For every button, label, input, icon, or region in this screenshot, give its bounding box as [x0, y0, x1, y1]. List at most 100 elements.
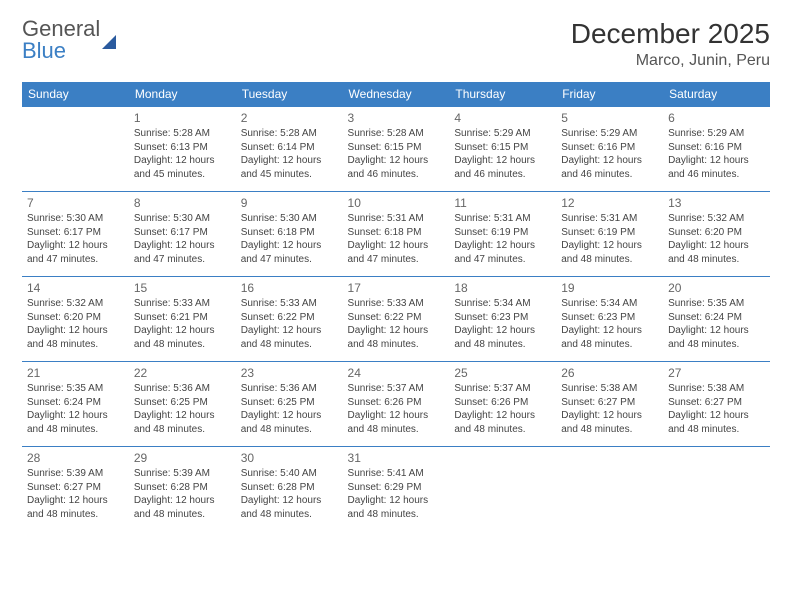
sunrise: Sunrise: 5:30 AM	[27, 212, 124, 226]
day-number: 10	[348, 195, 445, 211]
calendar-day: 6Sunrise: 5:29 AMSunset: 6:16 PMDaylight…	[663, 107, 770, 192]
day-number: 1	[134, 110, 231, 126]
calendar-week: 1Sunrise: 5:28 AMSunset: 6:13 PMDaylight…	[22, 107, 770, 192]
daylight-2: and 46 minutes.	[668, 168, 765, 182]
sunset: Sunset: 6:16 PM	[668, 141, 765, 155]
calendar-day: 26Sunrise: 5:38 AMSunset: 6:27 PMDayligh…	[556, 362, 663, 447]
calendar-table: SundayMondayTuesdayWednesdayThursdayFrid…	[22, 82, 770, 532]
calendar-week: 7Sunrise: 5:30 AMSunset: 6:17 PMDaylight…	[22, 192, 770, 277]
sunrise: Sunrise: 5:30 AM	[134, 212, 231, 226]
daylight-1: Daylight: 12 hours	[27, 494, 124, 508]
day-number: 22	[134, 365, 231, 381]
weekday-header: Tuesday	[236, 82, 343, 107]
daylight-2: and 48 minutes.	[561, 253, 658, 267]
day-number: 16	[241, 280, 338, 296]
sunset: Sunset: 6:22 PM	[241, 311, 338, 325]
sunset: Sunset: 6:19 PM	[561, 226, 658, 240]
calendar-day: 3Sunrise: 5:28 AMSunset: 6:15 PMDaylight…	[343, 107, 450, 192]
calendar-day: 28Sunrise: 5:39 AMSunset: 6:27 PMDayligh…	[22, 447, 129, 532]
sunset: Sunset: 6:26 PM	[348, 396, 445, 410]
calendar-head: SundayMondayTuesdayWednesdayThursdayFrid…	[22, 82, 770, 107]
weekday-header: Friday	[556, 82, 663, 107]
sunset: Sunset: 6:17 PM	[27, 226, 124, 240]
sunrise: Sunrise: 5:35 AM	[668, 297, 765, 311]
title-block: December 2025 Marco, Junin, Peru	[571, 18, 770, 70]
sunset: Sunset: 6:20 PM	[27, 311, 124, 325]
calendar-day: 9Sunrise: 5:30 AMSunset: 6:18 PMDaylight…	[236, 192, 343, 277]
sunrise: Sunrise: 5:40 AM	[241, 467, 338, 481]
daylight-2: and 48 minutes.	[348, 338, 445, 352]
calendar-day: 15Sunrise: 5:33 AMSunset: 6:21 PMDayligh…	[129, 277, 236, 362]
daylight-1: Daylight: 12 hours	[454, 324, 551, 338]
sunrise: Sunrise: 5:32 AM	[27, 297, 124, 311]
daylight-2: and 47 minutes.	[241, 253, 338, 267]
daylight-1: Daylight: 12 hours	[348, 409, 445, 423]
daylight-2: and 48 minutes.	[561, 423, 658, 437]
daylight-1: Daylight: 12 hours	[241, 409, 338, 423]
daylight-1: Daylight: 12 hours	[134, 494, 231, 508]
calendar-day: 30Sunrise: 5:40 AMSunset: 6:28 PMDayligh…	[236, 447, 343, 532]
calendar-empty	[449, 447, 556, 532]
day-number: 19	[561, 280, 658, 296]
sunrise: Sunrise: 5:29 AM	[454, 127, 551, 141]
daylight-1: Daylight: 12 hours	[134, 409, 231, 423]
daylight-1: Daylight: 12 hours	[561, 409, 658, 423]
calendar-day: 12Sunrise: 5:31 AMSunset: 6:19 PMDayligh…	[556, 192, 663, 277]
calendar-empty	[663, 447, 770, 532]
daylight-1: Daylight: 12 hours	[668, 154, 765, 168]
calendar-week: 28Sunrise: 5:39 AMSunset: 6:27 PMDayligh…	[22, 447, 770, 532]
day-number: 25	[454, 365, 551, 381]
calendar-day: 17Sunrise: 5:33 AMSunset: 6:22 PMDayligh…	[343, 277, 450, 362]
daylight-1: Daylight: 12 hours	[241, 494, 338, 508]
sunrise: Sunrise: 5:31 AM	[348, 212, 445, 226]
sunrise: Sunrise: 5:41 AM	[348, 467, 445, 481]
daylight-2: and 46 minutes.	[561, 168, 658, 182]
calendar-day: 21Sunrise: 5:35 AMSunset: 6:24 PMDayligh…	[22, 362, 129, 447]
sunrise: Sunrise: 5:28 AM	[134, 127, 231, 141]
daylight-2: and 46 minutes.	[348, 168, 445, 182]
calendar-day: 2Sunrise: 5:28 AMSunset: 6:14 PMDaylight…	[236, 107, 343, 192]
calendar-day: 13Sunrise: 5:32 AMSunset: 6:20 PMDayligh…	[663, 192, 770, 277]
daylight-2: and 47 minutes.	[454, 253, 551, 267]
daylight-1: Daylight: 12 hours	[561, 239, 658, 253]
day-number: 15	[134, 280, 231, 296]
sunset: Sunset: 6:29 PM	[348, 481, 445, 495]
day-number: 20	[668, 280, 765, 296]
sunrise: Sunrise: 5:30 AM	[241, 212, 338, 226]
daylight-1: Daylight: 12 hours	[348, 324, 445, 338]
day-number: 18	[454, 280, 551, 296]
sunset: Sunset: 6:24 PM	[27, 396, 124, 410]
day-number: 21	[27, 365, 124, 381]
weekday-header: Thursday	[449, 82, 556, 107]
calendar-day: 14Sunrise: 5:32 AMSunset: 6:20 PMDayligh…	[22, 277, 129, 362]
sunset: Sunset: 6:17 PM	[134, 226, 231, 240]
day-number: 28	[27, 450, 124, 466]
daylight-2: and 48 minutes.	[134, 423, 231, 437]
sunset: Sunset: 6:28 PM	[241, 481, 338, 495]
sunrise: Sunrise: 5:29 AM	[561, 127, 658, 141]
sunset: Sunset: 6:16 PM	[561, 141, 658, 155]
sunrise: Sunrise: 5:29 AM	[668, 127, 765, 141]
daylight-2: and 47 minutes.	[27, 253, 124, 267]
sunrise: Sunrise: 5:33 AM	[134, 297, 231, 311]
sunset: Sunset: 6:23 PM	[454, 311, 551, 325]
sunset: Sunset: 6:25 PM	[241, 396, 338, 410]
daylight-2: and 48 minutes.	[241, 338, 338, 352]
sunrise: Sunrise: 5:37 AM	[454, 382, 551, 396]
header: General Blue December 2025 Marco, Junin,…	[22, 18, 770, 70]
sunset: Sunset: 6:24 PM	[668, 311, 765, 325]
daylight-2: and 48 minutes.	[561, 338, 658, 352]
sunrise: Sunrise: 5:39 AM	[134, 467, 231, 481]
sunrise: Sunrise: 5:36 AM	[134, 382, 231, 396]
day-number: 17	[348, 280, 445, 296]
weekday-header: Saturday	[663, 82, 770, 107]
calendar-day: 20Sunrise: 5:35 AMSunset: 6:24 PMDayligh…	[663, 277, 770, 362]
logo-word2: Blue	[22, 38, 66, 63]
sunrise: Sunrise: 5:28 AM	[241, 127, 338, 141]
calendar-day: 7Sunrise: 5:30 AMSunset: 6:17 PMDaylight…	[22, 192, 129, 277]
sunset: Sunset: 6:23 PM	[561, 311, 658, 325]
day-number: 27	[668, 365, 765, 381]
daylight-2: and 45 minutes.	[241, 168, 338, 182]
daylight-1: Daylight: 12 hours	[348, 494, 445, 508]
day-number: 13	[668, 195, 765, 211]
